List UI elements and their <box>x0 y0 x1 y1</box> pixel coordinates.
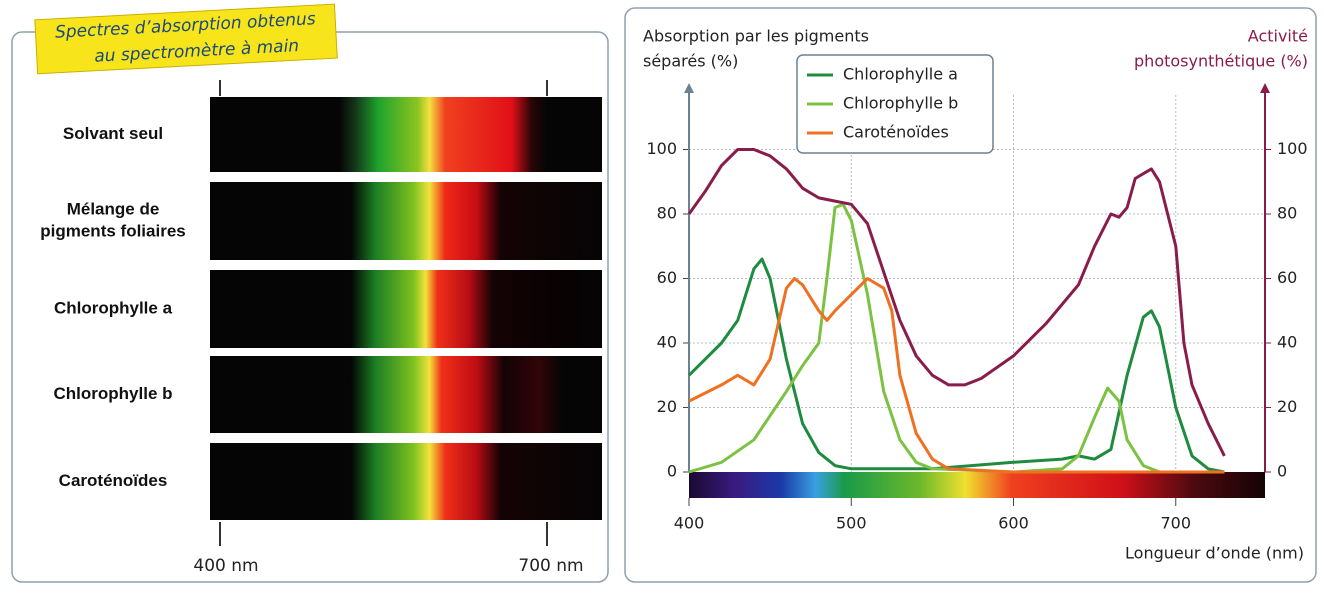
row-label: Caroténoïdes <box>59 471 168 490</box>
y2-tick-label: 60 <box>1277 268 1297 287</box>
legend-label: Caroténoïdes <box>843 123 949 142</box>
row-label: Chlorophylle a <box>54 298 173 317</box>
spectrum <box>210 356 602 433</box>
y-tick-label: 80 <box>657 204 677 223</box>
spectrum <box>210 182 602 260</box>
row-label: pigments foliaires <box>40 221 185 240</box>
x-axis-label: Longueur d’onde (nm) <box>1125 544 1304 563</box>
x-tick-label: 400 <box>674 514 705 533</box>
y-tick-label: 40 <box>657 333 677 352</box>
spectrum <box>210 97 602 172</box>
y2-axis-label: photosynthétique (%) <box>1134 52 1308 71</box>
y2-tick-label: 20 <box>1277 397 1297 416</box>
y-tick-label: 0 <box>667 462 677 481</box>
y2-axis-label: Activité <box>1248 27 1308 46</box>
y-tick-label: 100 <box>646 139 677 158</box>
row-label: Chlorophylle b <box>54 384 173 403</box>
y-tick-label: 20 <box>657 397 677 416</box>
x-tick-label: 700 <box>1160 514 1191 533</box>
y-axis-label: Absorption par les pigments <box>643 27 869 46</box>
row-label: Solvant seul <box>63 124 163 143</box>
spectrum-bar <box>689 472 1265 498</box>
x-tick-label: 500 <box>836 514 867 533</box>
y2-tick-label: 0 <box>1277 462 1287 481</box>
x-tick-label: 600 <box>998 514 1029 533</box>
y2-tick-label: 40 <box>1277 333 1297 352</box>
spectrum <box>210 270 602 348</box>
y2-tick-label: 100 <box>1277 139 1308 158</box>
legend-label: Chlorophylle b <box>843 94 958 113</box>
y2-tick-label: 80 <box>1277 204 1297 223</box>
spectrum <box>210 443 602 520</box>
page: Spectres d’absorption obtenus au spectro… <box>0 0 1324 593</box>
tick-label: 400 nm <box>193 556 258 576</box>
row-label: Mélange de <box>67 199 160 218</box>
y-axis-label: séparés (%) <box>643 52 738 71</box>
y-tick-label: 60 <box>657 268 677 287</box>
legend-label: Chlorophylle a <box>843 65 958 84</box>
tick-label: 700 nm <box>518 556 583 576</box>
